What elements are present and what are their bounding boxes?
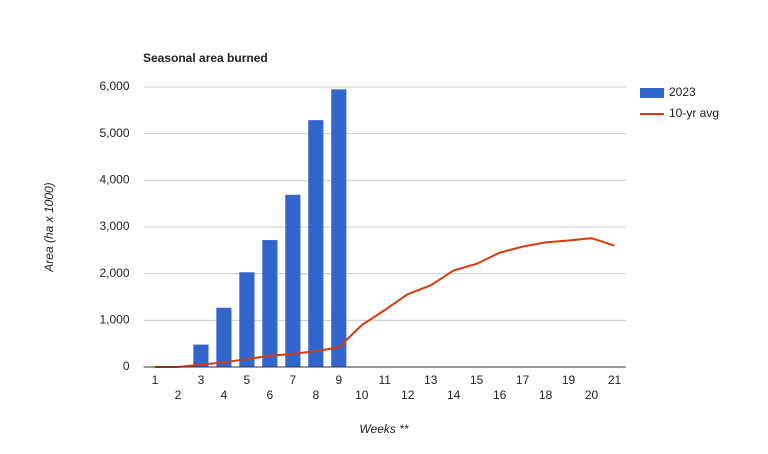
chart-title: Seasonal area burned bbox=[143, 51, 268, 65]
x-tick-label: 18 bbox=[539, 388, 553, 402]
bar bbox=[216, 307, 232, 367]
x-tick-label: 3 bbox=[198, 373, 205, 387]
x-axis-title: Weeks ** bbox=[359, 422, 408, 436]
x-tick-label: 12 bbox=[401, 388, 415, 402]
bar bbox=[308, 120, 324, 367]
y-axis-title: Area (ha x 1000) bbox=[42, 182, 56, 272]
x-tick-label: 9 bbox=[335, 373, 342, 387]
x-tick-label: 19 bbox=[562, 373, 576, 387]
x-tick-label: 16 bbox=[493, 388, 507, 402]
x-tick-label: 15 bbox=[470, 373, 484, 387]
x-tick-label: 13 bbox=[424, 373, 438, 387]
y-tick-label: 6,000 bbox=[99, 79, 129, 93]
x-tick-label: 1 bbox=[152, 373, 159, 387]
bar bbox=[331, 89, 347, 367]
y-tick-label: 3,000 bbox=[99, 219, 129, 233]
bar bbox=[239, 272, 255, 367]
y-tick-label: 0 bbox=[123, 359, 130, 373]
x-tick-label: 4 bbox=[221, 388, 228, 402]
y-tick-label: 2,000 bbox=[99, 266, 129, 280]
x-tick-label: 5 bbox=[244, 373, 251, 387]
x-tick-label: 8 bbox=[312, 388, 319, 402]
y-tick-label: 5,000 bbox=[99, 126, 129, 140]
line bbox=[154, 237, 615, 368]
y-tick-label: 4,000 bbox=[99, 173, 129, 187]
bar bbox=[285, 194, 301, 367]
x-tick-label: 6 bbox=[267, 388, 274, 402]
bar bbox=[262, 240, 278, 367]
bar bbox=[193, 344, 209, 367]
x-tick-label: 20 bbox=[585, 388, 599, 402]
legend-label: 10-yr avg bbox=[669, 106, 719, 120]
x-tick-label: 7 bbox=[290, 373, 297, 387]
legend-swatch bbox=[640, 88, 664, 98]
legend-label: 2023 bbox=[669, 85, 696, 99]
x-tick-label: 10 bbox=[355, 388, 369, 402]
x-tick-label: 11 bbox=[379, 373, 392, 387]
x-tick-label: 2 bbox=[175, 388, 182, 402]
x-tick-label: 14 bbox=[447, 388, 461, 402]
x-tick-label: 21 bbox=[608, 373, 622, 387]
y-tick-label: 1,000 bbox=[99, 313, 129, 327]
x-tick-label: 17 bbox=[516, 373, 530, 387]
